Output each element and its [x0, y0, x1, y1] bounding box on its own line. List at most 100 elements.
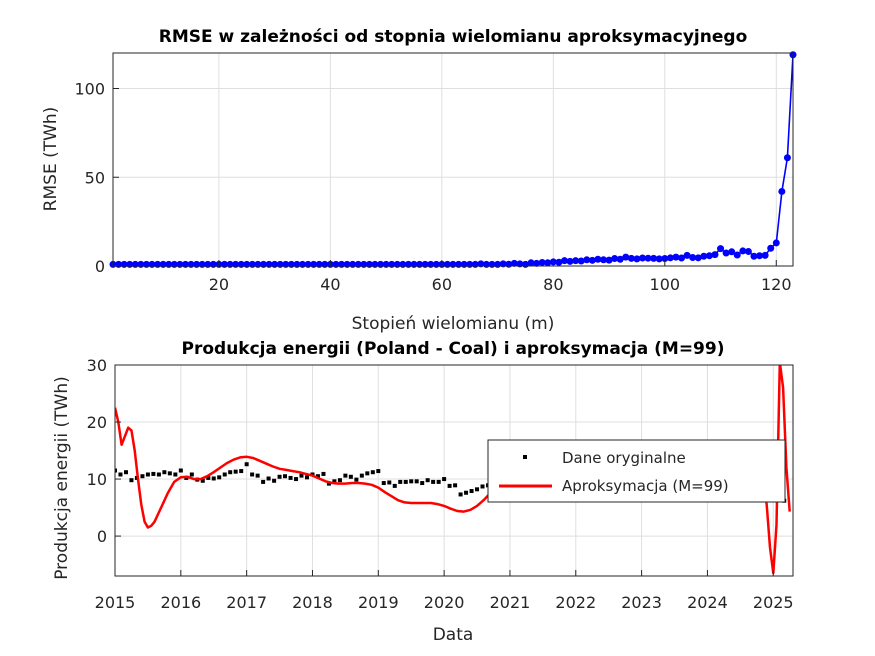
original-data-point — [217, 475, 222, 480]
rmse-point — [728, 248, 736, 256]
original-data-point — [299, 473, 304, 478]
original-data-point — [326, 481, 331, 486]
energy-y-tick-label: 10 — [87, 470, 107, 489]
original-data-point — [156, 472, 161, 477]
original-data-point — [305, 475, 310, 480]
original-data-point — [200, 478, 205, 483]
energy-y-tick-label: 20 — [87, 413, 107, 432]
original-data-point — [118, 472, 123, 477]
energy-ylabel: Produkcja energii (TWh) — [52, 376, 72, 580]
original-data-point — [354, 477, 359, 482]
original-data-point — [409, 479, 414, 484]
original-data-point — [431, 479, 436, 484]
original-data-point — [337, 478, 342, 483]
original-data-point — [365, 471, 370, 476]
rmse-x-tick-label: 120 — [761, 275, 792, 294]
original-data-point — [173, 472, 178, 477]
original-data-point — [321, 471, 326, 476]
rmse-point — [605, 256, 613, 264]
rmse-point — [778, 187, 786, 195]
original-data-point — [343, 473, 348, 478]
rmse-plot-area — [113, 53, 793, 266]
original-data-point — [294, 477, 299, 482]
energy-x-tick-label: 2023 — [621, 593, 662, 612]
original-data-point — [145, 472, 150, 477]
original-data-point — [348, 474, 353, 479]
original-data-point — [403, 479, 408, 484]
rmse-point — [566, 257, 574, 265]
original-data-point — [167, 471, 172, 476]
original-data-point — [272, 478, 277, 483]
legend: Dane oryginalne Aproksymacja (M=99) — [487, 439, 786, 503]
rmse-point — [683, 251, 691, 259]
original-data-point — [261, 479, 266, 484]
rmse-point — [661, 255, 669, 263]
original-data-point — [359, 473, 364, 478]
rmse-point — [650, 254, 658, 262]
original-data-point — [480, 484, 485, 489]
rmse-point — [733, 251, 741, 259]
energy-x-tick-label: 2022 — [555, 593, 596, 612]
rmse-ylabel: RMSE (TWh) — [41, 107, 61, 212]
original-data-point — [222, 472, 227, 477]
rmse-point — [744, 247, 752, 255]
original-data-point — [425, 478, 430, 483]
original-data-point — [414, 479, 419, 484]
rmse-point — [761, 251, 769, 259]
energy-y-tick-label: 0 — [97, 527, 107, 546]
rmse-point — [560, 257, 568, 265]
original-data-point — [239, 469, 244, 474]
original-data-point — [211, 476, 216, 481]
original-data-point — [250, 472, 255, 477]
energy-y-tick-label: 30 — [87, 356, 107, 375]
rmse-point — [694, 254, 702, 262]
rmse-point — [772, 239, 780, 247]
energy-ticks: 2015 2016 2017 2018 2019 2020 2021 2022 2023 2024… — [87, 356, 794, 612]
rmse-point — [616, 255, 624, 263]
rmse-point — [572, 257, 580, 265]
rmse-x-tick-label: 100 — [650, 275, 681, 294]
rmse-point — [666, 254, 674, 262]
original-data-point — [189, 472, 194, 477]
rmse-point — [588, 256, 596, 264]
rmse-y-tick-label: 100 — [74, 80, 105, 99]
original-data-point — [453, 483, 458, 488]
original-data-point — [162, 470, 167, 475]
original-data-point — [475, 487, 480, 492]
rmse-point — [756, 252, 764, 260]
original-data-point — [332, 479, 337, 484]
energy-x-tick-label: 2016 — [160, 593, 201, 612]
rmse-point — [739, 247, 747, 255]
rmse-point — [533, 259, 541, 267]
rmse-title: RMSE w zależności od stopnia wielomianu … — [159, 27, 748, 47]
rmse-point — [627, 254, 635, 262]
rmse-point — [678, 254, 686, 262]
rmse-point — [555, 258, 563, 266]
rmse-point — [672, 253, 680, 261]
rmse-point — [599, 256, 607, 264]
energy-x-tick-label: 2020 — [424, 593, 465, 612]
original-data-point — [447, 483, 452, 488]
original-data-point — [381, 481, 386, 486]
legend-label-approx: Aproksymacja (M=99) — [562, 477, 729, 495]
energy-x-tick-label: 2024 — [687, 593, 728, 612]
original-data-point — [277, 474, 282, 479]
energy-x-tick-label: 2025 — [753, 593, 794, 612]
original-data-point — [464, 490, 469, 495]
energy-x-tick-label: 2021 — [490, 593, 531, 612]
original-data-point — [255, 473, 260, 478]
rmse-x-tick-label: 20 — [209, 275, 229, 294]
original-data-point — [387, 480, 392, 485]
original-data-point — [129, 478, 134, 483]
rmse-y-tick-label: 0 — [95, 257, 105, 276]
energy-axes-box — [114, 364, 794, 577]
energy-xlabel: Data — [433, 625, 474, 645]
original-data-point — [436, 479, 441, 484]
original-data-point — [178, 468, 183, 473]
original-data-point — [469, 489, 474, 494]
original-data-point — [115, 468, 117, 473]
rmse-point — [633, 255, 641, 263]
energy-x-tick-label: 2017 — [226, 593, 267, 612]
rmse-point — [750, 252, 758, 260]
